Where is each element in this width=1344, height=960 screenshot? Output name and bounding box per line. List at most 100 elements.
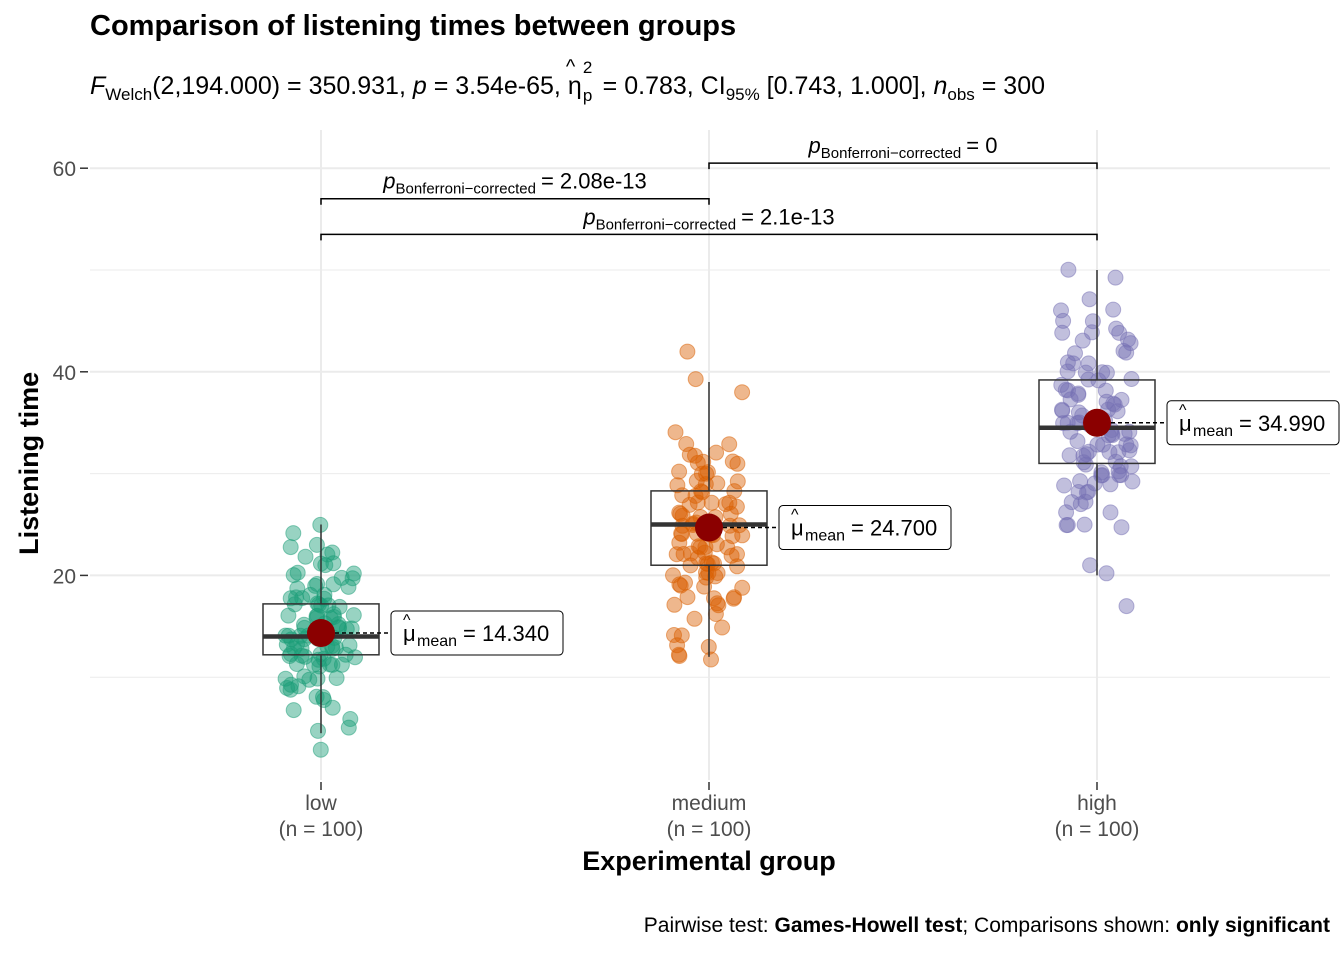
comparison-label: pBonferroni−corrected = 2.08e-13 bbox=[382, 169, 647, 198]
data-point bbox=[667, 424, 684, 441]
data-point bbox=[293, 647, 310, 664]
data-point bbox=[673, 525, 690, 542]
data-point bbox=[1059, 363, 1076, 380]
x-axis-title: Experimental group bbox=[582, 846, 836, 876]
mean-label-symbol: μ bbox=[791, 516, 804, 541]
data-point bbox=[708, 444, 725, 461]
comparison-label: pBonferroni−corrected = 2.1e-13 bbox=[582, 204, 834, 233]
comparison-p-value: = 0 bbox=[966, 133, 997, 158]
data-point bbox=[1118, 598, 1135, 615]
eta-sub: p bbox=[582, 86, 593, 105]
data-point bbox=[1077, 493, 1094, 510]
data-point bbox=[1105, 395, 1122, 412]
y-tick-label: 20 bbox=[53, 565, 76, 588]
data-point bbox=[690, 538, 707, 555]
data-point bbox=[296, 668, 313, 685]
n-sub: obs bbox=[947, 85, 975, 104]
data-point bbox=[698, 569, 715, 586]
y-axis-title: Listening time bbox=[14, 372, 44, 555]
data-point bbox=[1118, 436, 1135, 453]
data-point bbox=[1111, 324, 1128, 341]
data-point bbox=[333, 569, 350, 586]
data-point bbox=[340, 578, 357, 595]
data-point bbox=[1061, 447, 1078, 464]
mean-label-value: = 24.700 bbox=[851, 516, 937, 541]
eta-hat: ^ bbox=[565, 56, 576, 78]
mean-point bbox=[1083, 408, 1111, 437]
caption-shown: only significant bbox=[1175, 914, 1330, 937]
data-point bbox=[1053, 376, 1070, 393]
data-point bbox=[1108, 320, 1125, 337]
data-point bbox=[714, 619, 731, 636]
data-point bbox=[1110, 463, 1127, 480]
data-point bbox=[1107, 269, 1124, 286]
mean-label-sub: mean bbox=[417, 633, 457, 650]
box-iqr bbox=[1038, 379, 1156, 465]
data-point bbox=[695, 453, 712, 470]
data-point bbox=[1076, 516, 1093, 533]
data-point bbox=[1053, 302, 1069, 319]
data-point bbox=[1082, 557, 1099, 574]
mean-label-box bbox=[778, 505, 952, 551]
data-point bbox=[1065, 355, 1082, 372]
mean-label-symbol: μ bbox=[1179, 411, 1192, 436]
data-point bbox=[325, 606, 342, 623]
data-point bbox=[721, 494, 738, 511]
data-point bbox=[729, 473, 746, 490]
data-point bbox=[1060, 261, 1077, 278]
data-point bbox=[1060, 382, 1076, 399]
chart-title: Comparison of listening times between gr… bbox=[90, 10, 737, 42]
data-point bbox=[1058, 517, 1075, 534]
data-point bbox=[729, 558, 746, 575]
caption-prefix: Pairwise test: bbox=[643, 914, 775, 937]
mean-point bbox=[695, 513, 723, 542]
data-point bbox=[1078, 446, 1095, 463]
data-point bbox=[317, 557, 334, 574]
data-point bbox=[1094, 467, 1111, 484]
box-iqr bbox=[262, 603, 380, 656]
data-point bbox=[1054, 324, 1071, 341]
n-value: = 300 bbox=[974, 72, 1045, 100]
data-point bbox=[285, 525, 302, 542]
comparison-p-sub: Bonferroni−corrected bbox=[596, 216, 737, 233]
n-symbol: n bbox=[933, 72, 948, 100]
data-point bbox=[311, 658, 328, 675]
data-point bbox=[710, 597, 727, 614]
ci-value: [0.743, 1.000], bbox=[759, 72, 934, 100]
data-point bbox=[279, 680, 296, 696]
mean-label-hat: ^ bbox=[791, 507, 799, 524]
comparison-p-symbol: p bbox=[808, 133, 821, 158]
mean-label-hat: ^ bbox=[403, 612, 411, 629]
y-tick-label: 60 bbox=[53, 158, 76, 181]
x-count-label: (n = 100) bbox=[1055, 818, 1140, 841]
eta-symbol: η ^ 2 p bbox=[566, 56, 592, 105]
data-point bbox=[1115, 342, 1132, 359]
data-point bbox=[734, 384, 751, 401]
data-point bbox=[671, 463, 688, 480]
data-point bbox=[282, 539, 299, 556]
mean-label-value: = 14.340 bbox=[463, 621, 549, 646]
eta-letter: η bbox=[567, 72, 582, 100]
mean-label-symbol: μ bbox=[403, 621, 416, 646]
data-point bbox=[285, 702, 302, 719]
f-symbol: F bbox=[90, 72, 106, 100]
data-point bbox=[687, 487, 704, 504]
data-point bbox=[1113, 519, 1130, 536]
data-point bbox=[288, 656, 305, 672]
data-point bbox=[280, 607, 297, 624]
data-point bbox=[1101, 444, 1118, 460]
data-point bbox=[668, 546, 685, 563]
data-point bbox=[285, 567, 302, 584]
data-point bbox=[707, 606, 724, 622]
data-point bbox=[724, 453, 741, 470]
data-point bbox=[310, 722, 326, 739]
f-sub: Welch bbox=[105, 85, 153, 104]
data-point bbox=[721, 436, 738, 453]
data-point bbox=[340, 719, 357, 736]
data-point bbox=[672, 505, 689, 522]
comparison-p-sub: Bonferroni−corrected bbox=[395, 181, 536, 198]
mean-point bbox=[307, 619, 335, 648]
mean-label-sub: mean bbox=[1193, 423, 1233, 440]
data-point bbox=[678, 436, 695, 452]
